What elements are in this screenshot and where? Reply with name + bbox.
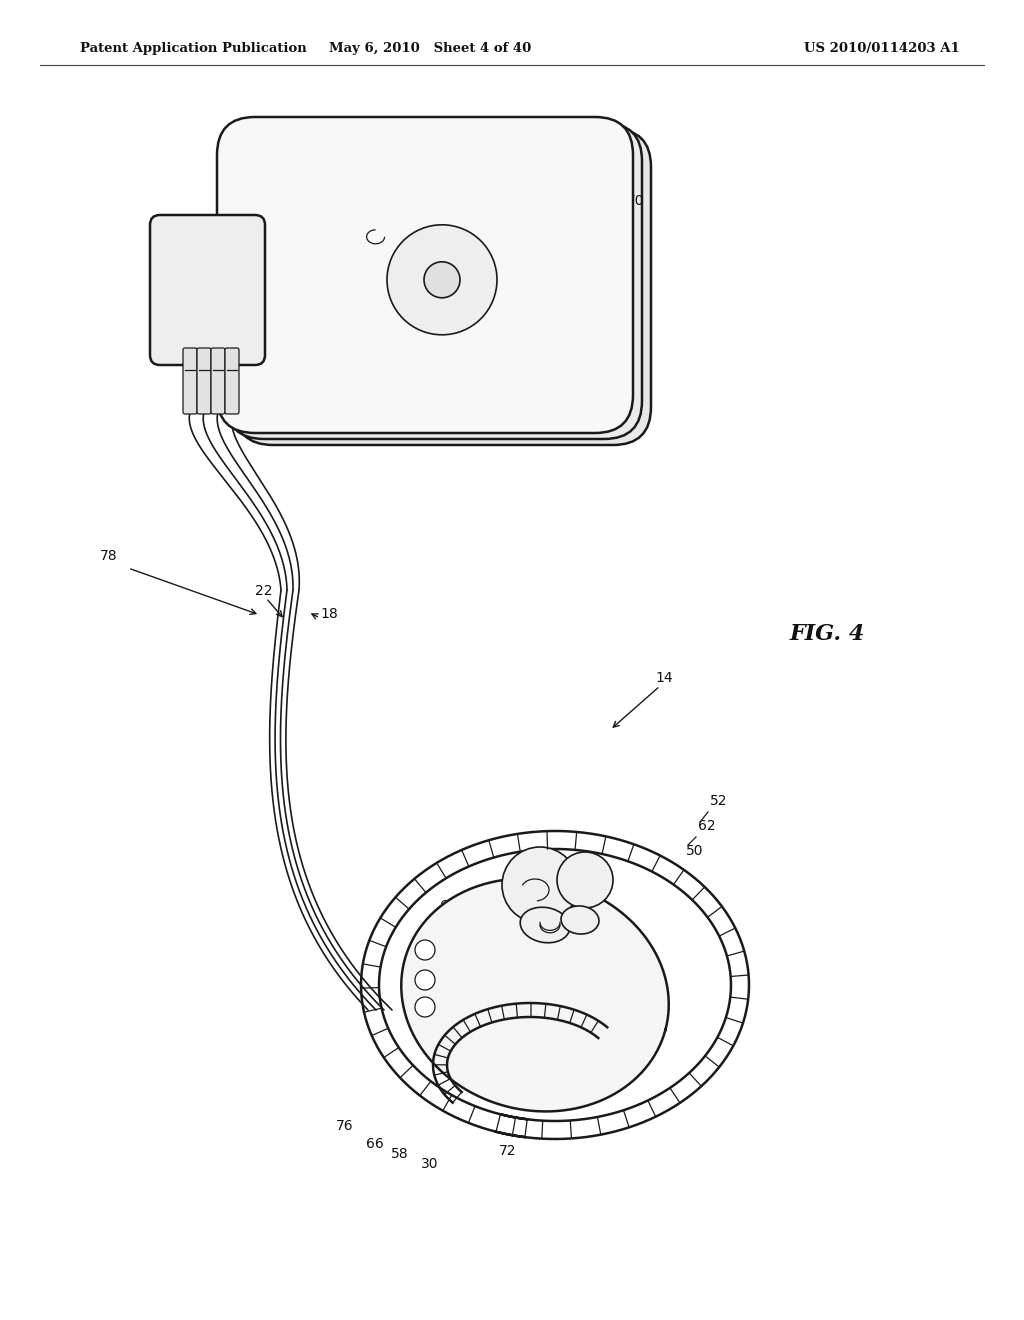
Text: 32: 32 [638, 1005, 655, 1018]
Circle shape [415, 940, 435, 960]
Text: 48: 48 [150, 290, 168, 305]
Text: May 6, 2010   Sheet 4 of 40: May 6, 2010 Sheet 4 of 40 [329, 42, 531, 55]
Text: 50: 50 [686, 843, 703, 858]
Text: 18: 18 [319, 607, 338, 620]
Text: 66: 66 [367, 1137, 384, 1151]
FancyBboxPatch shape [183, 348, 197, 414]
Text: 16: 16 [352, 129, 370, 143]
FancyBboxPatch shape [226, 123, 642, 440]
Circle shape [415, 997, 435, 1016]
Text: 76: 76 [336, 1119, 354, 1133]
Ellipse shape [520, 907, 569, 942]
FancyBboxPatch shape [211, 348, 225, 414]
FancyBboxPatch shape [234, 129, 651, 445]
Text: 60: 60 [440, 899, 458, 913]
Text: 22: 22 [255, 583, 272, 598]
Text: 58: 58 [391, 1147, 409, 1162]
Text: US 2010/0114203 A1: US 2010/0114203 A1 [804, 42, 961, 55]
Polygon shape [401, 879, 669, 1111]
Circle shape [415, 970, 435, 990]
Text: 78: 78 [100, 549, 118, 564]
FancyBboxPatch shape [197, 348, 211, 414]
Text: 68: 68 [440, 242, 458, 255]
Text: 62: 62 [698, 818, 716, 833]
Text: 72: 72 [500, 1144, 517, 1158]
Circle shape [424, 261, 460, 298]
Text: FIG. 4: FIG. 4 [790, 623, 865, 645]
Text: 52: 52 [710, 795, 727, 808]
Ellipse shape [561, 906, 599, 935]
FancyBboxPatch shape [150, 215, 265, 366]
Text: Patent Application Publication: Patent Application Publication [80, 42, 307, 55]
Circle shape [387, 224, 497, 335]
Text: 14: 14 [655, 671, 673, 685]
Circle shape [557, 851, 613, 908]
Text: 30: 30 [421, 1158, 438, 1171]
FancyBboxPatch shape [217, 117, 633, 433]
Circle shape [502, 847, 578, 923]
Text: 70: 70 [627, 194, 644, 209]
FancyBboxPatch shape [225, 348, 239, 414]
